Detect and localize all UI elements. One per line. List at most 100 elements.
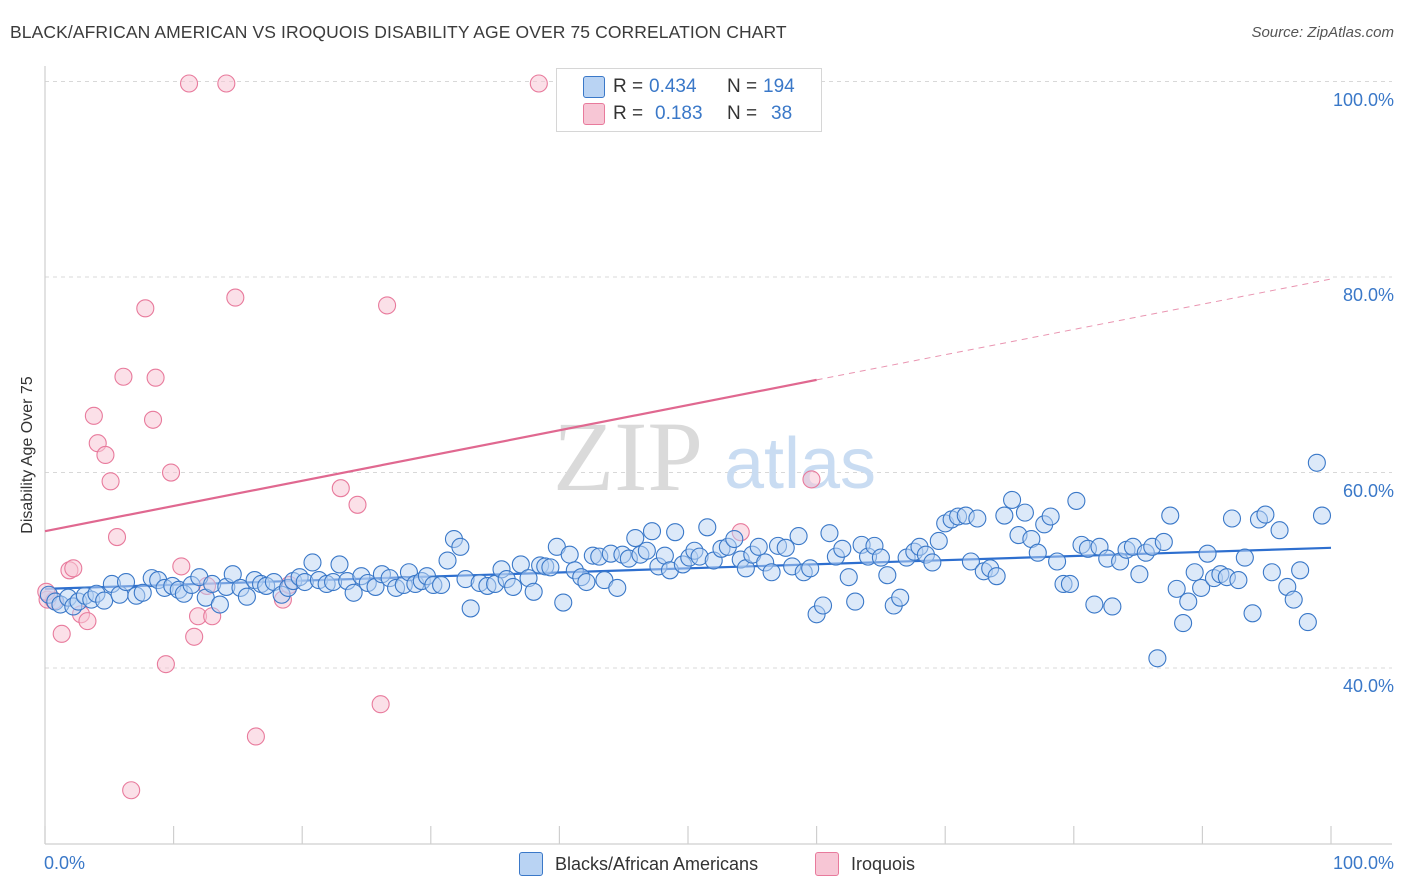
iroquois-point: [101, 472, 120, 491]
iroquois-point: [52, 624, 71, 643]
blacks-point: [1291, 561, 1310, 580]
blacks-point: [116, 572, 136, 592]
blacks-point: [891, 588, 910, 607]
blacks-point: [820, 524, 839, 543]
iroquois-point: [84, 406, 103, 425]
watermark: ZIP atlas: [553, 401, 876, 512]
blacks-point: [642, 522, 662, 541]
blacks-point: [541, 558, 560, 577]
blacks-point: [303, 553, 322, 572]
blacks-point: [725, 529, 744, 549]
blacks-point: [95, 591, 114, 610]
blacks-point: [1198, 544, 1217, 563]
blacks-point: [344, 583, 363, 602]
y-axis-title: Disability Age Over 75: [19, 376, 36, 534]
blacks-point: [577, 572, 596, 592]
iroquois-point: [136, 299, 155, 318]
blacks-point: [1060, 574, 1079, 594]
blacks-point: [1041, 507, 1060, 526]
iroquois-point: [156, 655, 175, 674]
legend-blue-swatch: [519, 852, 543, 876]
axes: [44, 66, 1392, 845]
legend-item-iroquois: Iroquois: [815, 852, 915, 876]
blacks-point: [524, 582, 543, 601]
blacks-point: [1192, 578, 1211, 597]
blacks-point: [1085, 595, 1104, 614]
iroquois-point: [146, 368, 165, 387]
stats-legend: R = 0.434 N = 194 R = 0.183 N = 38: [556, 68, 822, 132]
blacks-point: [968, 509, 987, 528]
blacks-point: [813, 596, 833, 615]
iroquois-point: [378, 296, 397, 315]
blacks-point: [871, 548, 890, 567]
pink-swatch: [583, 103, 605, 125]
blacks-point: [1270, 521, 1289, 540]
x-axis-max-label: 100.0%: [1332, 853, 1394, 873]
blacks-point: [833, 539, 852, 558]
blacks-point: [839, 568, 858, 587]
blacks-points: [39, 453, 1332, 668]
blacks-point: [961, 552, 980, 571]
n-label: N =: [727, 76, 758, 97]
iroquois-point: [143, 410, 163, 429]
blacks-point: [776, 538, 795, 557]
blacks-point: [1161, 506, 1180, 525]
blacks-point: [626, 528, 645, 548]
blacks-point: [923, 553, 942, 572]
gridlines: [45, 81, 1392, 669]
iroquois-point: [64, 559, 83, 578]
blue-swatch: [583, 76, 605, 98]
blacks-point: [210, 595, 229, 614]
iroquois-point: [185, 627, 204, 646]
blacks-point: [995, 506, 1014, 525]
blacks-point: [1256, 505, 1275, 524]
y-tick-label-40: 40.0%: [1342, 676, 1394, 697]
blacks-point: [878, 566, 897, 585]
blacks-point: [1015, 503, 1034, 522]
blacks-point: [237, 587, 256, 606]
blacks-point: [133, 583, 152, 602]
chart-source: Source: ZipAtlas.com: [1251, 24, 1394, 41]
iroquois-point: [114, 367, 133, 386]
iroquois-point: [371, 695, 390, 714]
blacks-point: [846, 592, 865, 611]
legend-pink-label: Iroquois: [851, 853, 916, 874]
legend-item-blacks: Blacks/African Americans: [519, 852, 758, 876]
x-axis-min-label: 0.0%: [44, 853, 86, 873]
blacks-point: [749, 537, 768, 556]
blacks-point: [1235, 548, 1254, 567]
watermark-atlas: atlas: [724, 424, 876, 504]
blacks-point: [1243, 604, 1262, 623]
iroquois-point: [529, 74, 548, 93]
legend-blue-label: Blacks/African Americans: [555, 853, 759, 874]
y-tick-label-80: 80.0%: [1342, 285, 1394, 306]
blacks-point: [1167, 579, 1186, 598]
blacks-point: [1229, 571, 1248, 590]
n-label: N =: [727, 103, 758, 124]
iroquois-point: [348, 495, 367, 514]
legend-pink-swatch: [815, 852, 839, 876]
blacks-point: [1028, 543, 1047, 562]
blacks-point: [1048, 552, 1067, 571]
blacks-point: [637, 541, 656, 560]
blacks-point: [461, 599, 480, 618]
iroquois-point: [802, 470, 821, 489]
iroquois-point: [179, 74, 199, 93]
r-label: R =: [613, 76, 644, 97]
blacks-point: [1298, 613, 1317, 632]
blacks-point: [1262, 563, 1281, 582]
blacks-point: [666, 523, 685, 542]
pink-n-value: 38: [771, 103, 793, 124]
iroquois-point: [172, 557, 191, 576]
iroquois-point: [246, 727, 265, 746]
blacks-point: [1222, 509, 1242, 528]
blacks-point: [1185, 563, 1204, 582]
blacks-point: [608, 578, 627, 597]
watermark-zip: ZIP: [553, 401, 703, 512]
blacks-point: [1130, 565, 1149, 584]
blacks-point: [698, 518, 717, 537]
iroquois-trend-extension: [816, 278, 1332, 381]
y-tick-label-60: 60.0%: [1342, 480, 1394, 501]
iroquois-point: [78, 612, 97, 631]
